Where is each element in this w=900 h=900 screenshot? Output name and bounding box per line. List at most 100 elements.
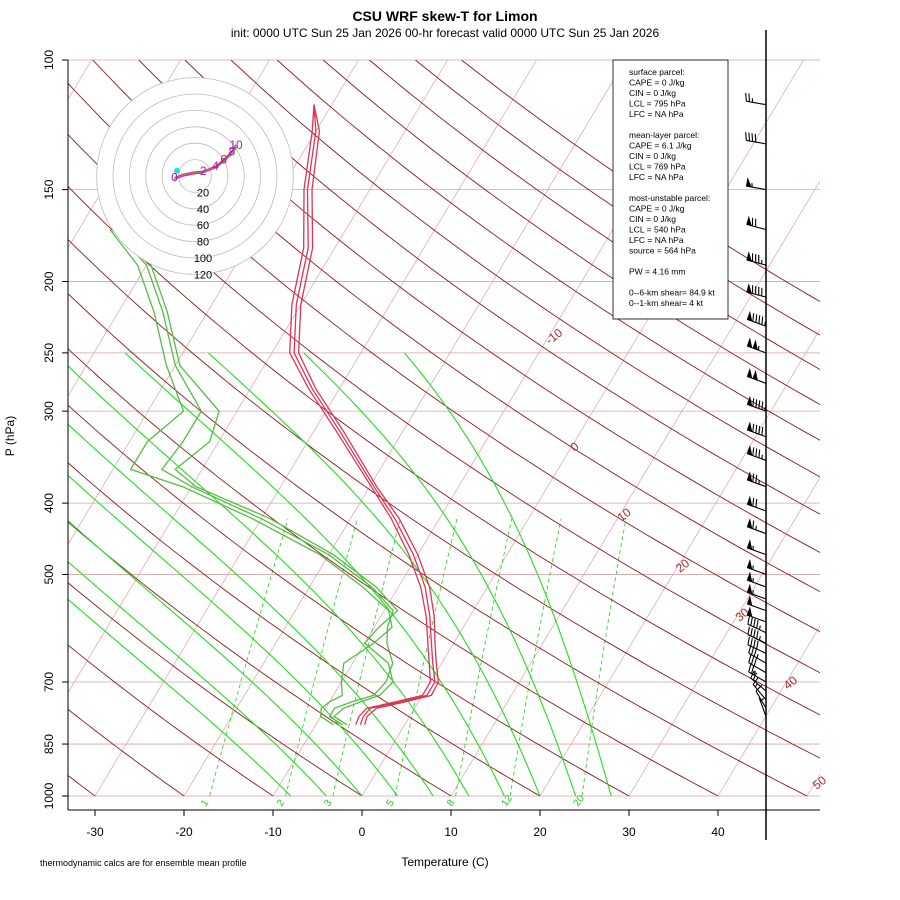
info-line: CAPE = 0 J/kg xyxy=(629,204,685,214)
dry-adiabat-line xyxy=(68,644,274,796)
wind-barb xyxy=(746,539,767,556)
info-line: CAPE = 6.1 J/kg xyxy=(629,141,692,151)
wind-barb xyxy=(750,670,767,692)
wind-barb xyxy=(745,177,767,191)
isotherm-label: 50 xyxy=(810,773,829,792)
isotherm-line xyxy=(94,60,537,796)
wind-barb xyxy=(746,471,767,488)
wind-barb xyxy=(746,421,767,438)
wind-barb xyxy=(746,337,767,354)
dewpoint-profile-1 xyxy=(113,229,394,726)
info-line: CIN = 0 J/kg xyxy=(629,88,676,98)
hodograph-ring-label: 20 xyxy=(197,187,209,199)
mixing-ratio-line xyxy=(285,518,358,796)
temperature-profile-1 xyxy=(293,104,436,725)
mixing-ratio-label: 12 xyxy=(500,793,516,809)
dry-adiabat-line xyxy=(138,60,820,553)
hodograph-height-label: 4 xyxy=(212,159,219,173)
hodograph-line-3 xyxy=(173,146,236,181)
hodograph-height-label: 8 xyxy=(229,144,236,158)
y-tick-label: 700 xyxy=(42,672,56,692)
x-tick-label: -10 xyxy=(264,825,282,839)
info-line: CIN = 0 J/kg xyxy=(629,214,676,224)
hodograph-ring-label: 80 xyxy=(197,237,209,249)
temperature-profile-2 xyxy=(297,104,440,725)
y-tick-label: 200 xyxy=(42,271,56,291)
isotherm-line xyxy=(717,625,820,796)
hodograph-ring xyxy=(161,142,229,210)
isotherm-label: 10 xyxy=(615,505,634,524)
wind-barb xyxy=(746,283,767,298)
hodograph-ring xyxy=(128,110,261,242)
info-line: 0--6-km shear= 84.9 kt xyxy=(629,288,715,298)
info-line: LFC = NA hPa xyxy=(629,172,684,182)
isotherm-line xyxy=(183,60,626,796)
y-tick-label: 250 xyxy=(42,343,56,363)
wind-barb xyxy=(746,559,767,575)
moist-adiabat-line xyxy=(68,561,327,796)
info-line: surface parcel: xyxy=(629,67,685,77)
footnote: thermodynamic calcs are for ensemble mea… xyxy=(40,858,247,868)
moist-adiabat-line xyxy=(124,352,505,796)
wind-barb xyxy=(746,310,767,327)
dry-adiabat-line xyxy=(68,82,820,633)
mixing-ratio-line xyxy=(209,518,289,796)
moist-adiabat-line xyxy=(68,365,470,796)
info-line: LCL = 540 hPa xyxy=(629,225,686,235)
info-line: LCL = 795 hPa xyxy=(629,99,686,109)
info-line: LFC = NA hPa xyxy=(629,235,684,245)
isotherm-line xyxy=(450,180,820,796)
wind-barb xyxy=(752,677,767,701)
x-tick-label: 30 xyxy=(622,825,636,839)
isotherm-line xyxy=(68,60,448,694)
moist-adiabat-line xyxy=(68,423,434,796)
wind-barb xyxy=(748,645,767,664)
wind-barb xyxy=(746,251,767,266)
wind-barb xyxy=(746,367,767,384)
wind-barb xyxy=(746,445,767,461)
y-tick-label: 150 xyxy=(42,179,56,199)
wind-barb xyxy=(748,654,767,674)
wind-barb xyxy=(755,684,767,709)
info-line: 0--1-km shear= 4 kt xyxy=(629,298,704,308)
dry-adiabat-line xyxy=(322,60,820,406)
moist-adiabat-line xyxy=(68,520,363,796)
moist-adiabat-line xyxy=(68,474,399,796)
isotherm-line xyxy=(539,328,820,796)
mixing-ratio-line xyxy=(509,518,562,796)
y-tick-label: 500 xyxy=(42,564,56,584)
dry-adiabat-line xyxy=(68,462,541,796)
mixing-ratio-label: 5 xyxy=(385,797,397,808)
isotherm-label: -10 xyxy=(543,325,566,347)
mixing-ratio-line xyxy=(332,518,401,796)
mixing-ratio-lines xyxy=(209,518,627,796)
wind-barb xyxy=(746,606,767,623)
mixing-ratio-label: 3 xyxy=(322,797,334,808)
wind-barb xyxy=(746,583,767,600)
x-tick-label: -30 xyxy=(86,825,104,839)
x-axis-label: Temperature (C) xyxy=(401,855,488,869)
dry-adiabat-line xyxy=(276,60,820,441)
hodograph-height-label: 2 xyxy=(200,164,207,178)
info-line: source = 564 hPa xyxy=(629,246,696,256)
moist-adiabat-line xyxy=(303,352,577,796)
y-tick-label: 850 xyxy=(42,734,56,754)
temperature-profile-3 xyxy=(289,104,432,725)
dry-adiabat-line xyxy=(92,60,820,593)
info-line: most-unstable parcel: xyxy=(629,193,710,203)
dry-adiabat-line xyxy=(68,292,808,796)
dry-adiabat-line xyxy=(68,348,719,796)
mixing-ratio-label: 8 xyxy=(445,797,457,808)
y-tick-label: 400 xyxy=(42,493,56,513)
wind-barb xyxy=(746,571,767,588)
x-tick-label: 0 xyxy=(359,825,366,839)
info-line: LFC = NA hPa xyxy=(629,109,684,119)
isotherm-line xyxy=(628,476,820,796)
mixing-ratio-label: 1 xyxy=(199,797,211,808)
y-axis-label: P (hPa) xyxy=(3,416,17,456)
wind-barb xyxy=(746,495,767,512)
